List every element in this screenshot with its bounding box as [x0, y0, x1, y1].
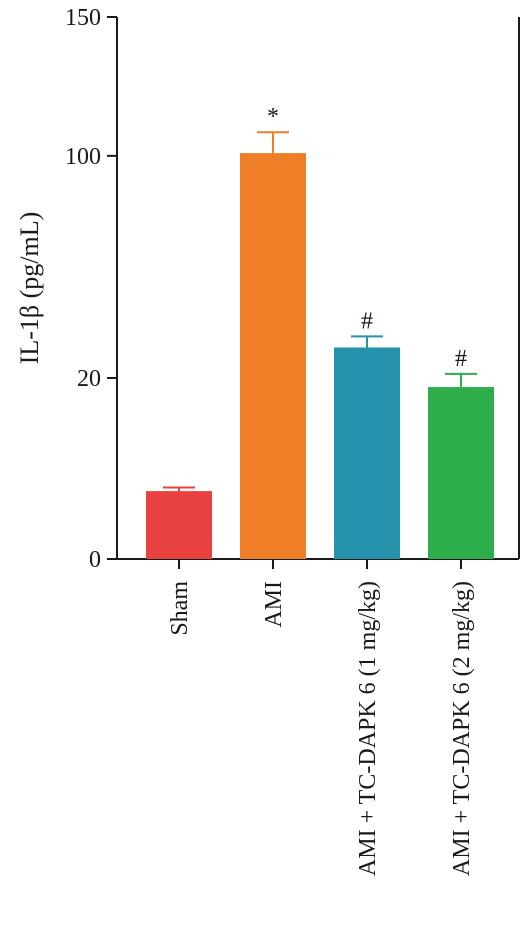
y-tick-label: 0: [89, 547, 101, 573]
y-tick-label: 100: [65, 144, 101, 170]
bar: [146, 491, 212, 559]
significance-marker: #: [455, 346, 467, 372]
x-tick-label: AMI + TC-DAPK 6 (1 mg/kg): [355, 581, 381, 876]
bar: [240, 153, 306, 560]
x-tick-label: AMI: [261, 581, 287, 628]
significance-marker: *: [267, 104, 279, 130]
y-tick-label: 150: [65, 5, 101, 31]
bar: [428, 387, 494, 559]
x-tick-labels: Sham AMI AMI + TC-DAPK 6 (1 mg/kg) AMI + TC…: [167, 559, 475, 876]
significance-marker: #: [361, 308, 373, 334]
bar: [334, 347, 400, 559]
bars: * # #: [146, 104, 494, 560]
y-axis-label: IL-1β (pg/mL): [15, 212, 44, 365]
y-ticks: 0 20 100 150: [65, 5, 117, 573]
y-tick-label: 20: [77, 366, 101, 392]
x-tick-label: AMI + TC-DAPK 6 (2 mg/kg): [449, 581, 475, 876]
x-tick-label: Sham: [167, 581, 193, 636]
